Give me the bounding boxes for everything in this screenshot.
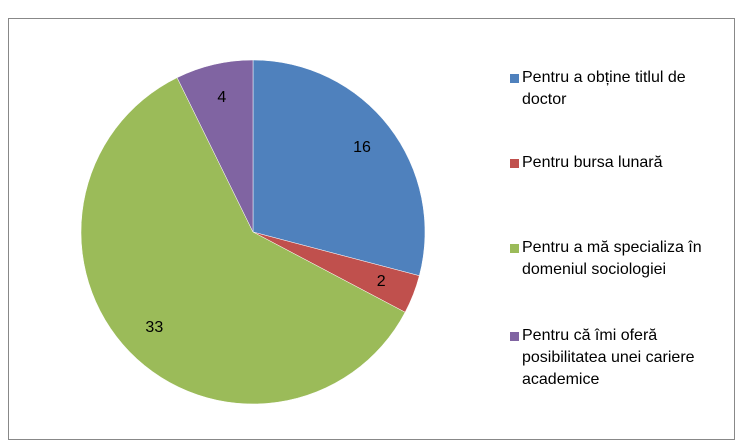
legend-label: Pentru bursa lunară xyxy=(522,154,663,171)
legend-swatch xyxy=(510,244,519,253)
legend-swatch xyxy=(510,159,519,168)
legend-swatch xyxy=(510,74,519,83)
legend-label: Pentru că îmi oferă posibilitatea unei c… xyxy=(522,327,695,388)
legend-label: Pentru a obține titlul de doctor xyxy=(522,69,686,108)
legend-swatch xyxy=(510,332,519,341)
data-label: 16 xyxy=(353,139,371,156)
pie-slice xyxy=(252,59,426,277)
pie-slice xyxy=(80,77,406,405)
data-label: 2 xyxy=(377,273,386,290)
pie-slice xyxy=(176,59,254,233)
data-label: 4 xyxy=(217,89,226,106)
legend-label: Pentru a mă specializa în domeniul socio… xyxy=(522,239,702,278)
data-label: 33 xyxy=(145,319,163,336)
